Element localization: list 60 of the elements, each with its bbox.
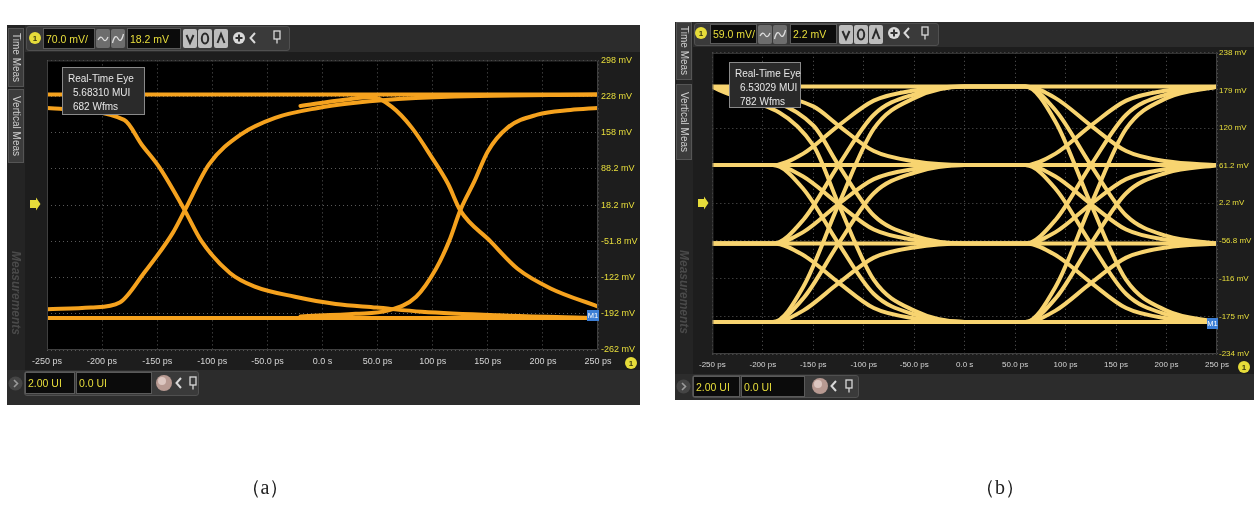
y-tick-label: 238 mV [1219,48,1248,57]
text: 70.0 mV/ [46,32,89,45]
y-tick-label: -234 mV [1219,349,1250,359]
text: Time Meas [678,26,690,76]
annotation: 5.68310 MUI [73,87,131,98]
x-tick-label: -50.0 ps [251,355,285,366]
x-tick-label: -200 ps [749,360,777,369]
text: 59.0 mV/ [713,28,756,40]
y-tick-label: 18.2 mV [601,199,635,210]
y-tick-label: -192 mV [601,308,636,319]
text: 2.2 mV [793,28,827,40]
y-tick-label: -51.8 mV [601,235,638,246]
y-tick-label: 120 mV [1219,123,1248,133]
annotation: Real-Time Eye [735,68,801,79]
x-tick-label: 150 ps [1104,360,1129,369]
x-tick-label: 50.0 ps [362,355,393,366]
annotation: 6.53029 MUI [740,82,798,93]
text: 18.2 mV [130,32,170,45]
x-tick-label: 100 ps [419,355,447,366]
y-tick-label: -122 mV [601,272,636,283]
x-tick-label: 0.0 s [956,360,974,369]
x-tick-label: 250 ps [584,355,613,366]
x-tick-label: -100 ps [197,355,228,366]
text: 0.0 UI [744,380,773,393]
x-tick-label: -100 ps [850,360,878,369]
text: （b） [975,474,1025,500]
y-tick-label: -175 mV [1219,311,1250,321]
x-tick-label: 50.0 ps [1002,360,1029,369]
y-tick-label: 179 mV [1219,85,1248,95]
x-tick-label: 150 ps [474,355,502,366]
x-tick-label: -150 ps [142,355,173,366]
y-tick-label: 228 mV [601,91,633,102]
y-tick-label: 61.2 mV [1219,160,1250,170]
y-tick-label: 88.2 mV [601,163,635,174]
x-tick-label: -150 ps [799,360,827,369]
text: Vertical Meas [678,91,690,153]
x-tick-label: 100 ps [1053,360,1078,369]
y-tick-label: -116 mV [1219,273,1250,283]
x-tick-label: 250 ps [1204,360,1230,369]
text: Time Meas [10,32,22,83]
x-tick-label: 0.0 s [312,355,333,366]
text: 2.00 UI [28,377,62,389]
text: 0.0 UI [79,377,108,389]
y-tick-label: -56.8 mV [1219,236,1253,246]
y-tick-label: 298 mV [601,54,633,65]
y-tick-label: 2.2 mV [1219,198,1246,208]
x-tick-label: -250 ps [699,360,726,369]
x-tick-label: -250 ps [31,355,63,366]
x-tick-label: 200 ps [1154,360,1179,369]
y-tick-label: -262 mV [601,344,636,355]
annotation: 782 Wfms [740,96,786,107]
text: （a） [240,474,290,500]
x-tick-label: -200 ps [87,355,118,366]
annotation: Real-Time Eye [68,73,134,84]
text: Vertical Meas [10,95,22,157]
text: 2.00 UI [696,380,730,393]
x-tick-label: -50.0 ps [899,360,929,369]
x-tick-label: 200 ps [529,355,557,366]
y-tick-label: 158 mV [601,127,633,138]
annotation: 682 Wfms [73,101,119,112]
